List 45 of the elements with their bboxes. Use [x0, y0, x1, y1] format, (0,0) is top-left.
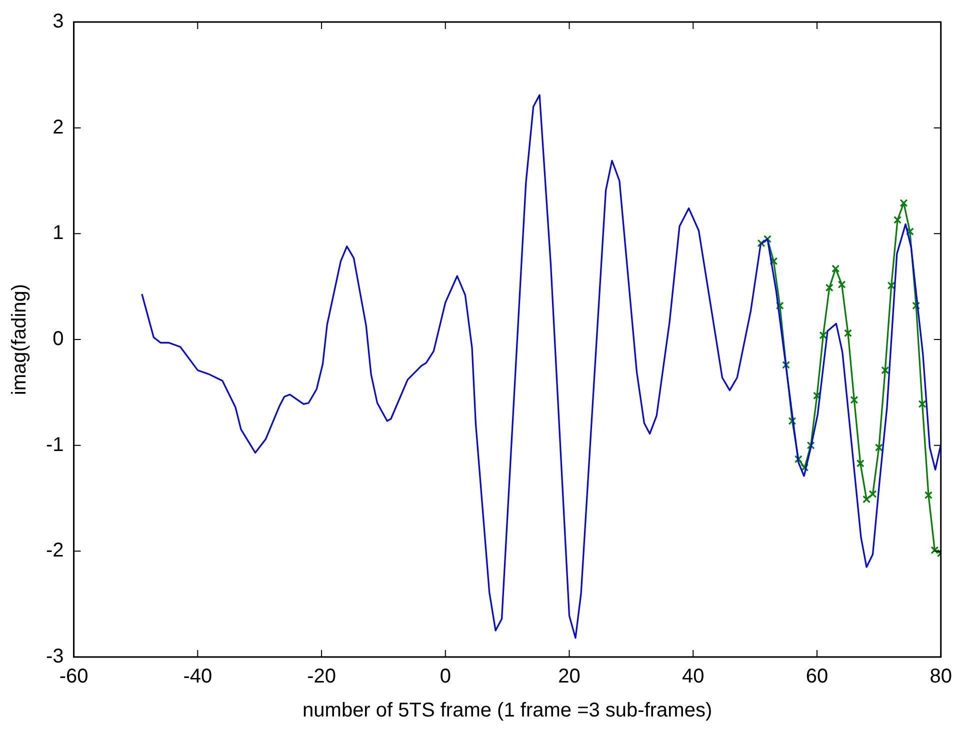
x-axis-title: number of 5TS frame (1 frame =3 sub-frames) [302, 700, 712, 722]
point [894, 216, 902, 224]
x-tick-label: 0 [440, 666, 451, 688]
x-tick-label: -20 [307, 666, 336, 688]
point [862, 495, 871, 504]
point [912, 302, 920, 310]
point [776, 302, 784, 310]
y-tick-label: -1 [46, 434, 64, 456]
y-tick-label: 1 [52, 222, 64, 244]
y-tick-label: 2 [52, 116, 64, 138]
point [850, 396, 858, 404]
point [832, 264, 840, 273]
point [813, 392, 821, 400]
point [868, 490, 877, 498]
y-axis-title: imag(fading) [8, 284, 31, 396]
x-tick-label: 20 [558, 666, 580, 688]
point [838, 280, 846, 288]
x-tick-label: 80 [930, 666, 952, 688]
point [918, 400, 926, 408]
y-tick-label: 0 [52, 328, 64, 350]
point [788, 417, 796, 425]
point [806, 441, 815, 450]
point [924, 491, 932, 500]
point [800, 464, 809, 472]
point [757, 239, 766, 248]
point [887, 282, 896, 290]
x-tick-label: -60 [59, 666, 88, 688]
point [819, 331, 828, 340]
point [856, 459, 864, 468]
point [794, 455, 802, 464]
point [782, 360, 790, 369]
point [874, 443, 883, 452]
point [844, 329, 852, 338]
y-tick-label: -2 [46, 540, 64, 562]
x-tick-label: 60 [806, 666, 828, 688]
x-tick-label: -40 [183, 666, 212, 688]
point [900, 198, 908, 207]
point [906, 228, 914, 236]
point [881, 366, 890, 374]
point [825, 284, 834, 292]
point [930, 546, 939, 554]
y-tick-label: -3 [46, 646, 64, 668]
point [770, 257, 778, 266]
x-tick-label: 40 [682, 666, 704, 688]
y-tick-label: 3 [52, 10, 64, 33]
